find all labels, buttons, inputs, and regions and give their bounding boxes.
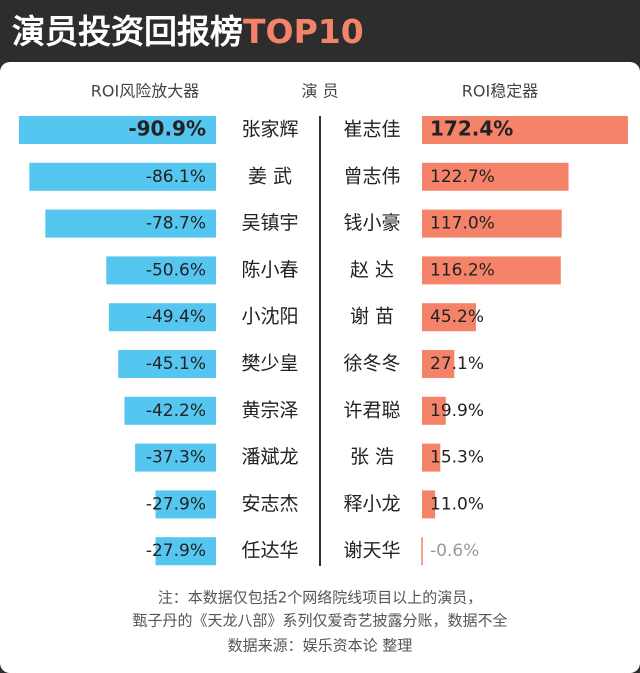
value-label: -37.3% xyxy=(146,448,206,468)
value-label: 45.2% xyxy=(430,307,484,327)
bar xyxy=(155,490,216,519)
value-label: 172.4% xyxy=(430,117,513,141)
title: 演员投资回报榜TOP10 xyxy=(12,12,364,51)
title-highlight: TOP10 xyxy=(243,12,364,51)
value-label: -0.6% xyxy=(430,541,479,561)
actor-name: 姜 武 xyxy=(248,165,292,187)
value-label: -27.9% xyxy=(146,494,206,514)
bar xyxy=(155,537,216,566)
bar xyxy=(422,350,455,378)
bar xyxy=(422,209,562,238)
actor-name: 谢天华 xyxy=(343,540,400,562)
actor-name: 赵 达 xyxy=(350,259,394,281)
value-label: 27.1% xyxy=(430,354,484,374)
actor-name: 许君聪 xyxy=(343,399,400,421)
value-label: 11.0% xyxy=(430,494,484,514)
actor-name: 潘斌龙 xyxy=(241,446,298,468)
actor-name: 崔志佳 xyxy=(343,119,400,141)
value-label: 117.0% xyxy=(430,214,495,234)
value-label: 19.9% xyxy=(430,401,484,421)
bar xyxy=(422,116,628,144)
note: 甄子丹的《天龙八部》系列仅爱奇艺披露分账，数据不全 xyxy=(132,612,507,630)
value-label: -27.9% xyxy=(146,541,206,561)
actor-name: 张 浩 xyxy=(350,446,394,468)
value-label: -42.2% xyxy=(146,401,206,421)
bar xyxy=(422,256,561,285)
bar xyxy=(108,303,216,332)
bar xyxy=(422,443,441,472)
bar xyxy=(18,116,216,144)
actor-name: 吴镇宇 xyxy=(241,212,298,234)
bar xyxy=(421,537,423,566)
actor-name: 小沈阳 xyxy=(241,306,298,328)
bar xyxy=(118,350,216,378)
value-label: -78.7% xyxy=(146,214,206,234)
actor-name: 谢 苗 xyxy=(350,306,394,328)
bar xyxy=(124,396,216,425)
bar xyxy=(422,162,569,191)
title-main: 演员投资回报榜 xyxy=(12,12,243,51)
bar xyxy=(422,396,446,425)
bar xyxy=(29,162,216,191)
actor-name: 安志杰 xyxy=(241,493,298,515)
actor-name: 钱小豪 xyxy=(343,212,400,234)
bar xyxy=(422,490,436,519)
value-label: -50.6% xyxy=(146,260,206,280)
actor-name: 徐冬冬 xyxy=(343,353,400,375)
value-label: -86.1% xyxy=(146,167,206,187)
actor-name: 释小龙 xyxy=(343,493,400,515)
actor-name: 张家辉 xyxy=(241,119,298,141)
value-label: 116.2% xyxy=(430,260,495,280)
bar xyxy=(106,256,216,285)
bar xyxy=(422,303,476,332)
actor-name: 曾志伟 xyxy=(343,165,400,187)
actor-name: 任达华 xyxy=(241,540,298,562)
bar xyxy=(45,209,217,238)
value-label: -45.1% xyxy=(146,354,206,374)
note: 注：本数据仅包括2个网络院线项目以上的演员， xyxy=(158,589,483,607)
bar xyxy=(135,443,216,472)
column-header: ROI风险放大器 xyxy=(91,82,199,101)
actor-name: 陈小春 xyxy=(241,259,298,281)
value-label: -49.4% xyxy=(146,307,206,327)
names-header: 演 员 xyxy=(301,82,338,101)
value-label: -90.9% xyxy=(128,117,206,141)
value-label: 15.3% xyxy=(430,448,484,468)
actor-name: 黄宗泽 xyxy=(241,399,298,421)
actor-name: 樊少皇 xyxy=(241,353,298,375)
source: 数据来源：娱乐资本论 整理 xyxy=(228,637,413,655)
column-header: ROI稳定器 xyxy=(462,82,538,101)
value-label: 122.7% xyxy=(430,167,495,187)
